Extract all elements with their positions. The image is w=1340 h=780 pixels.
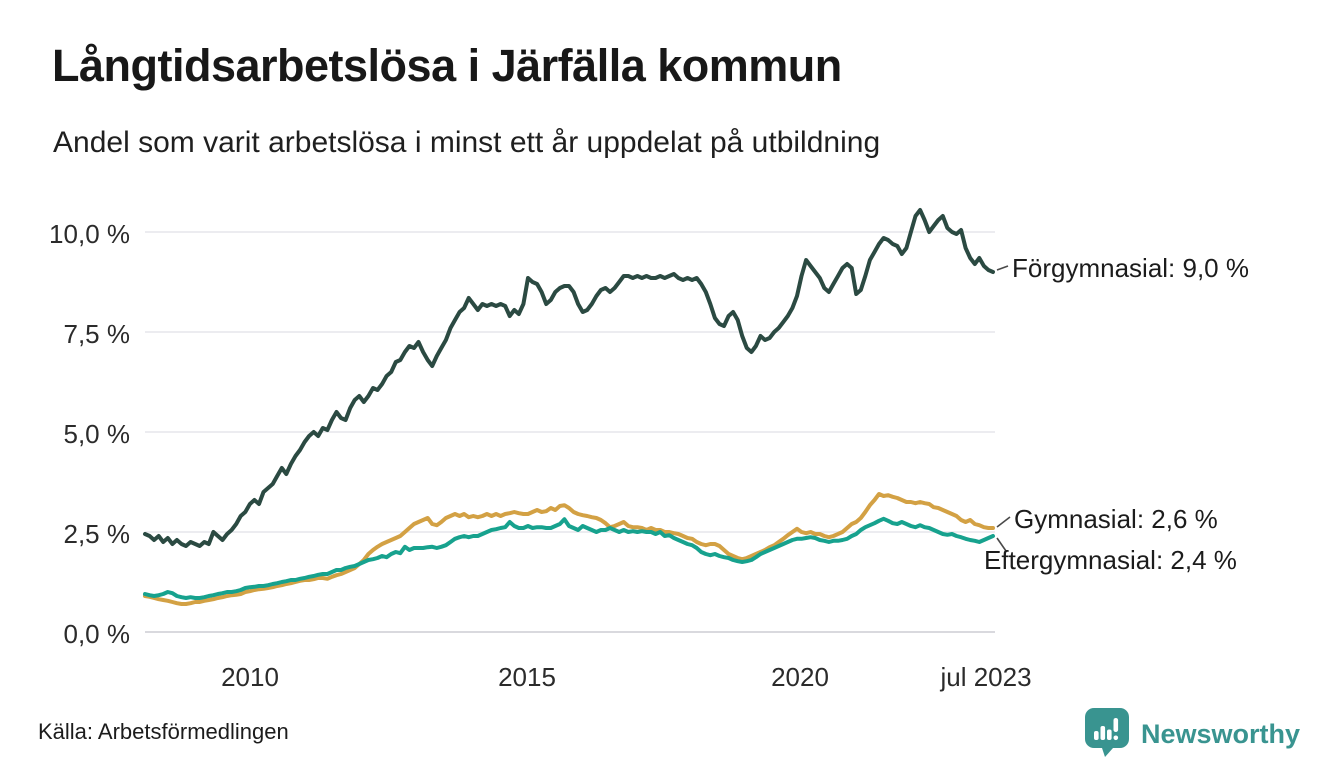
y-tick-5: 5,0 % (63, 419, 131, 449)
x-tick-2020: 2020 (771, 662, 829, 692)
y-tick-10: 10,0 % (49, 219, 130, 249)
y-tick-7-5: 7,5 % (63, 319, 131, 349)
series-label-forgymnasial: Förgymnasial: 9,0 % (1012, 253, 1249, 283)
series-label-gymnasial: Gymnasial: 2,6 % (1014, 504, 1218, 534)
x-tick-2010: 2010 (221, 662, 279, 692)
newsworthy-logo-icon (1083, 706, 1131, 763)
x-tick-jul-2023: jul 2023 (940, 662, 1032, 692)
series-label-eftergymnasial: Eftergymnasial: 2,4 % (984, 545, 1237, 575)
y-tick-0: 0,0 % (63, 619, 131, 649)
newsworthy-brand: Newsworthy (1083, 706, 1300, 763)
page-subtitle: Andel som varit arbetslösa i minst ett å… (53, 126, 881, 159)
page-title: Långtidsarbetslösa i Järfälla kommun (52, 40, 842, 91)
x-tick-2015: 2015 (498, 662, 556, 692)
y-tick-2-5: 2,5 % (63, 519, 131, 549)
newsworthy-wordmark: Newsworthy (1140, 719, 1300, 749)
source-note: Källa: Arbetsförmedlingen (38, 719, 289, 744)
